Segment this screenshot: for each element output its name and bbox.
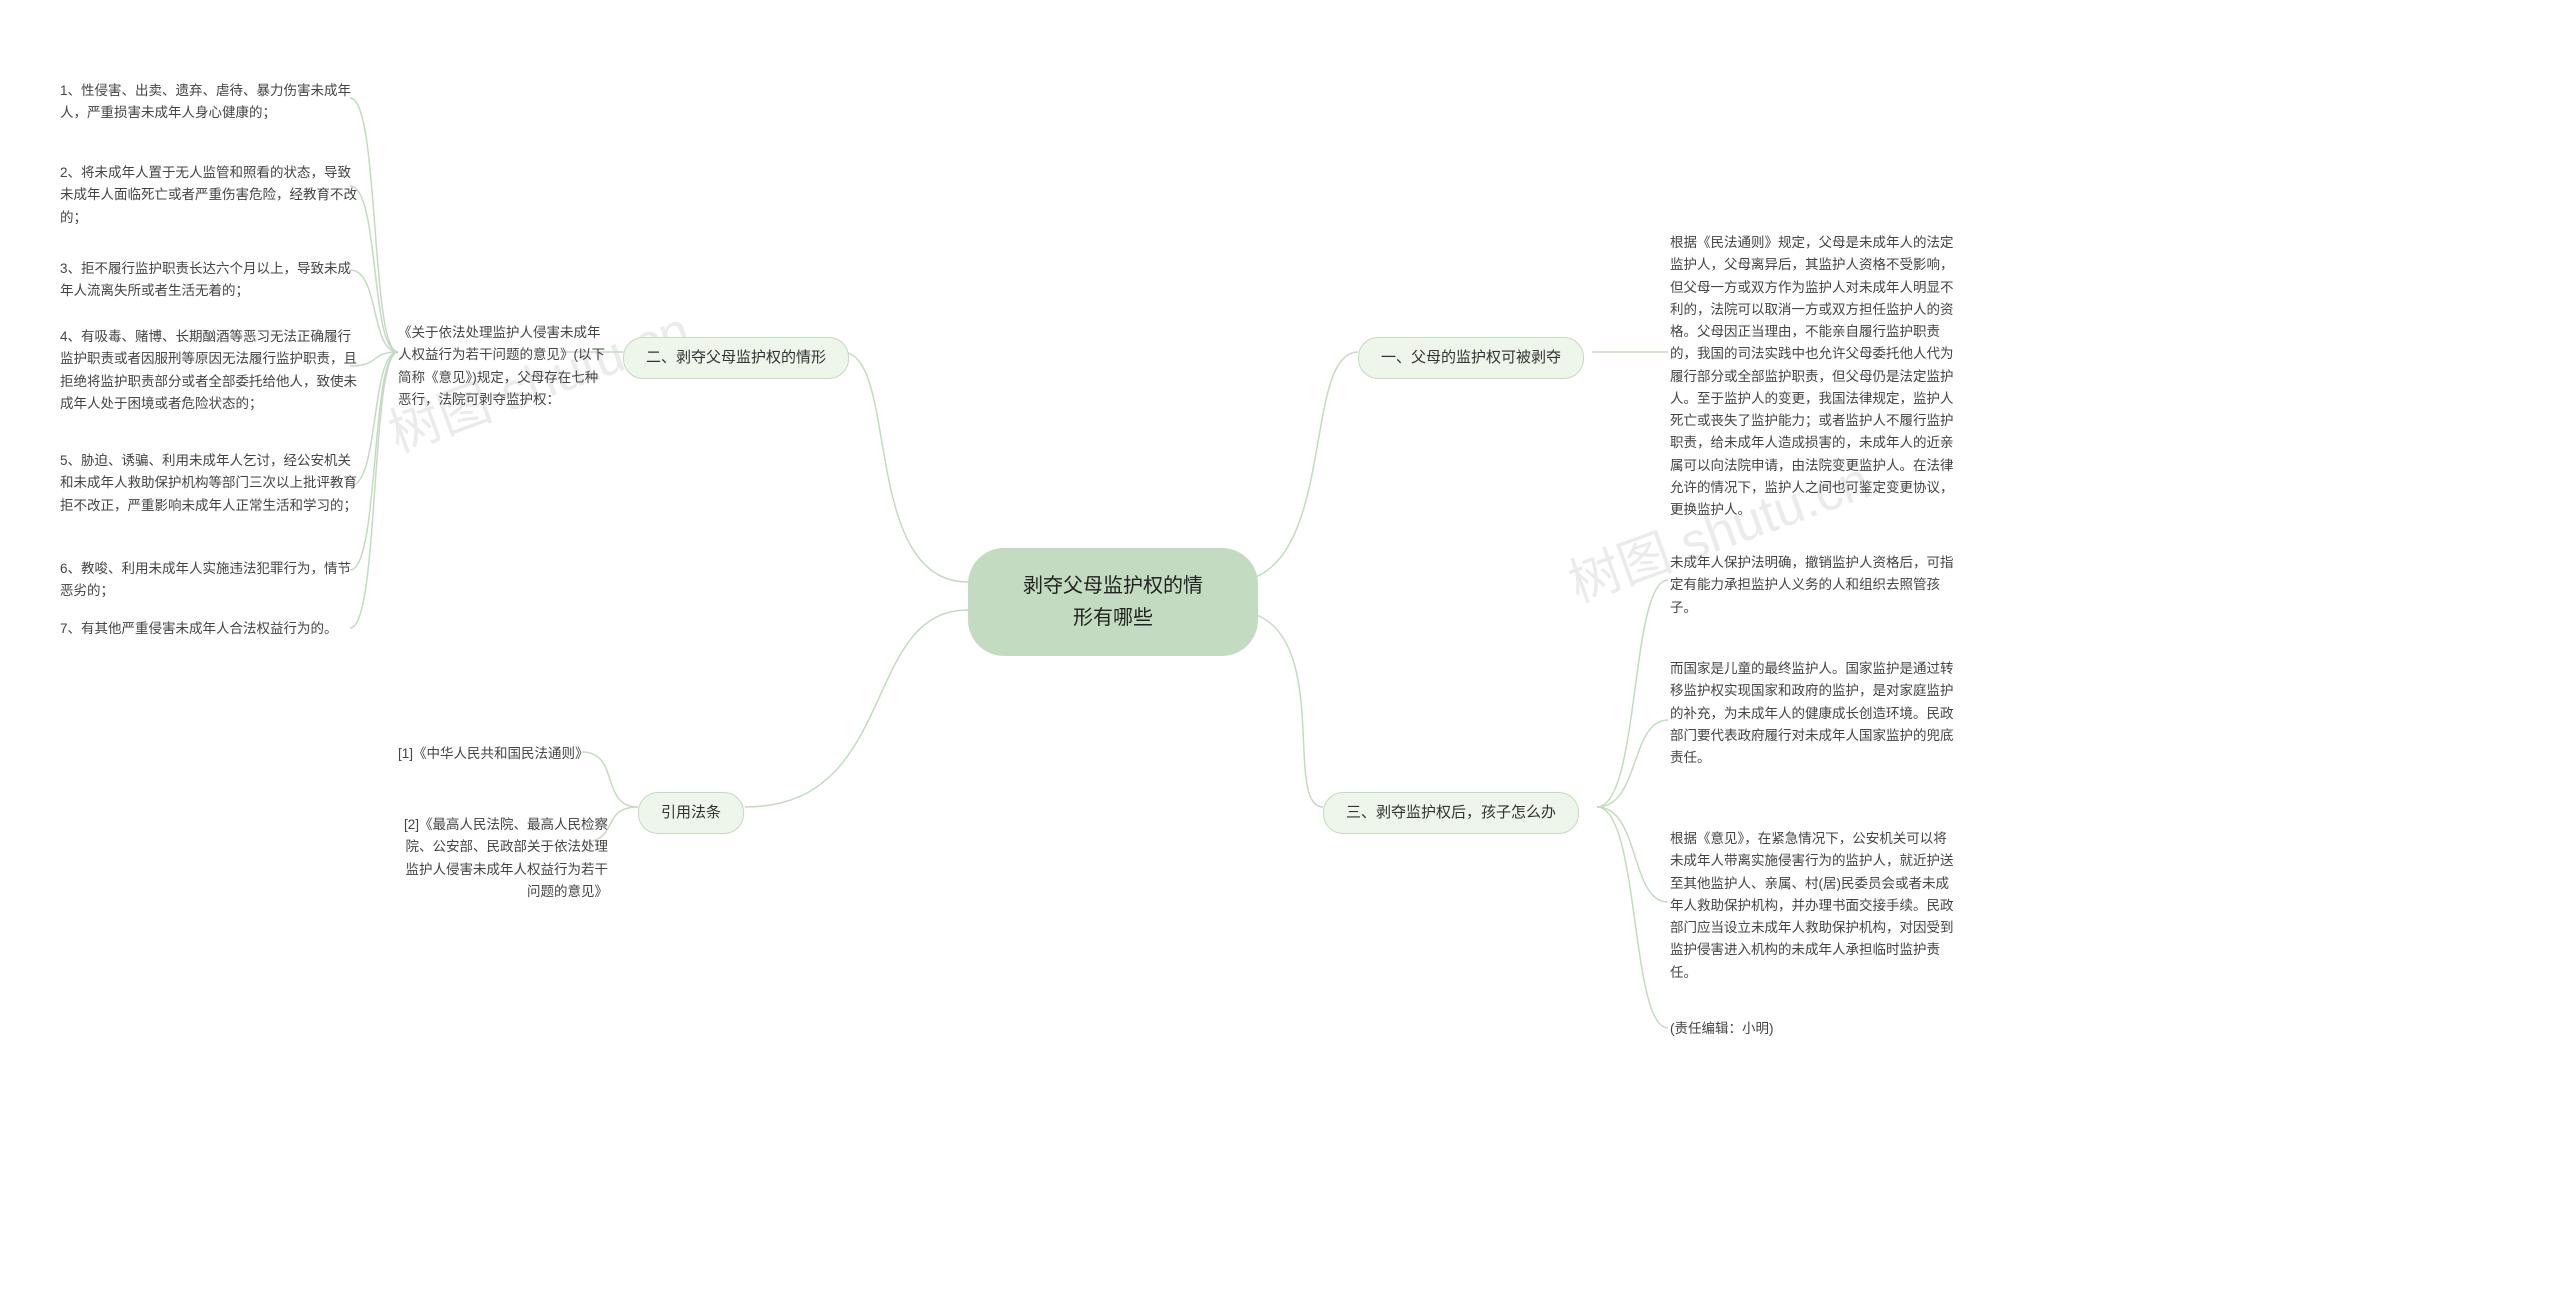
mindmap-canvas: 树图 shutu.cn 树图 shutu.cn	[0, 0, 2560, 1297]
leaf-l1-gc-7: 7、有其他严重侵害未成年人合法权益行为的。	[60, 618, 338, 640]
leaf-l1-mid: 《关于依法处理监护人侵害未成年人权益行为若干问题的意见》(以下简称《意见》)规定…	[398, 322, 608, 411]
leaf-l1-gc-4: 4、有吸毒、赌博、长期酗酒等恶习无法正确履行监护职责或者因服刑等原因无法履行监护…	[60, 326, 360, 415]
leaf-r2-4: (责任编辑：小明)	[1670, 1018, 1774, 1040]
leaf-r2-2: 而国家是儿童的最终监护人。国家监护是通过转移监护权实现国家和政府的监护，是对家庭…	[1670, 658, 1960, 769]
leaf-l1-gc-2: 2、将未成年人置于无人监管和照看的状态，导致未成年人面临死亡或者严重伤害危险，经…	[60, 162, 360, 229]
branch-right-1[interactable]: 一、父母的监护权可被剥夺	[1358, 337, 1584, 379]
leaf-l1-gc-1: 1、性侵害、出卖、遗弃、虐待、暴力伤害未成年人，严重损害未成年人身心健康的；	[60, 80, 360, 125]
leaf-l1-gc-3: 3、拒不履行监护职责长达六个月以上，导致未成年人流离失所或者生活无着的；	[60, 258, 360, 303]
branch-right-2[interactable]: 三、剥夺监护权后，孩子怎么办	[1323, 792, 1579, 834]
leaf-r2-3: 根据《意见》，在紧急情况下，公安机关可以将未成年人带离实施侵害行为的监护人，就近…	[1670, 828, 1960, 984]
leaf-l2-1: [1]《中华人民共和国民法通则》	[398, 743, 589, 765]
leaf-r1-1: 根据《民法通则》规定，父母是未成年人的法定监护人，父母离异后，其监护人资格不受影…	[1670, 232, 1965, 521]
center-node[interactable]: 剥夺父母监护权的情形有哪些	[968, 548, 1258, 656]
branch-left-2[interactable]: 引用法条	[638, 792, 744, 834]
branch-left-1[interactable]: 二、剥夺父母监护权的情形	[623, 337, 849, 379]
leaf-l1-gc-6: 6、教唆、利用未成年人实施违法犯罪行为，情节恶劣的；	[60, 558, 360, 603]
leaf-l1-gc-5: 5、胁迫、诱骗、利用未成年人乞讨，经公安机关和未成年人救助保护机构等部门三次以上…	[60, 450, 360, 517]
leaf-l2-2: [2]《最高人民法院、最高人民检察院、公安部、民政部关于依法处理监护人侵害未成年…	[398, 814, 608, 903]
connectors-svg	[0, 0, 2560, 1297]
leaf-r2-1: 未成年人保护法明确，撤销监护人资格后，可指定有能力承担监护人义务的人和组织去照管…	[1670, 552, 1960, 619]
